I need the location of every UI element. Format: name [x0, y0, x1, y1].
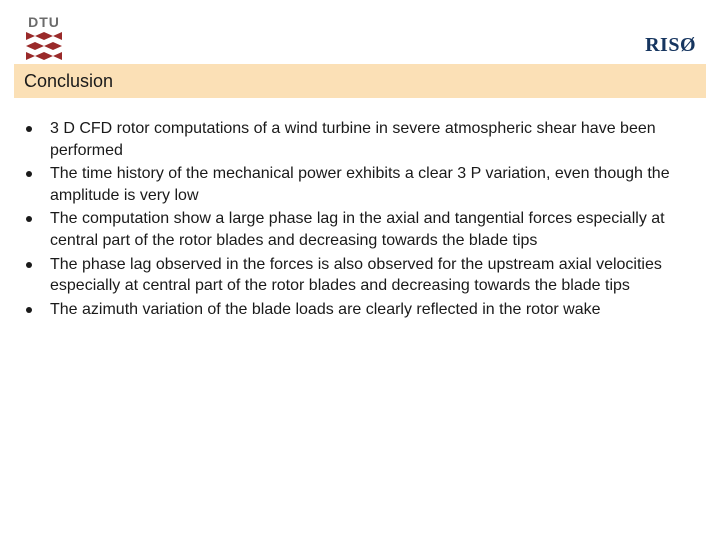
dtu-logo: DTU	[26, 14, 62, 60]
dtu-logo-text: DTU	[28, 14, 60, 30]
bullet-icon	[26, 216, 32, 222]
dtu-logo-icon	[26, 32, 62, 60]
bullet-text: The azimuth variation of the blade loads…	[50, 299, 601, 321]
bullet-text: The phase lag observed in the forces is …	[50, 254, 694, 297]
bullet-list: 3 D CFD rotor computations of a wind tur…	[26, 118, 694, 320]
bullet-icon	[26, 262, 32, 268]
bullet-item: The phase lag observed in the forces is …	[26, 254, 694, 297]
bullet-text: The computation show a large phase lag i…	[50, 208, 694, 251]
slide-content: 3 D CFD rotor computations of a wind tur…	[26, 118, 694, 322]
bullet-icon	[26, 307, 32, 313]
bullet-icon	[26, 126, 32, 132]
bullet-text: 3 D CFD rotor computations of a wind tur…	[50, 118, 694, 161]
riso-logo: RISØ	[645, 34, 696, 57]
bullet-item: The azimuth variation of the blade loads…	[26, 299, 694, 321]
bullet-icon	[26, 171, 32, 177]
bullet-item: 3 D CFD rotor computations of a wind tur…	[26, 118, 694, 161]
title-bar: Conclusion	[14, 64, 706, 98]
slide-header: DTU RISØ	[0, 0, 720, 64]
slide-title: Conclusion	[24, 71, 113, 92]
bullet-text: The time history of the mechanical power…	[50, 163, 694, 206]
riso-logo-text: RISØ	[645, 34, 696, 56]
bullet-item: The time history of the mechanical power…	[26, 163, 694, 206]
bullet-item: The computation show a large phase lag i…	[26, 208, 694, 251]
